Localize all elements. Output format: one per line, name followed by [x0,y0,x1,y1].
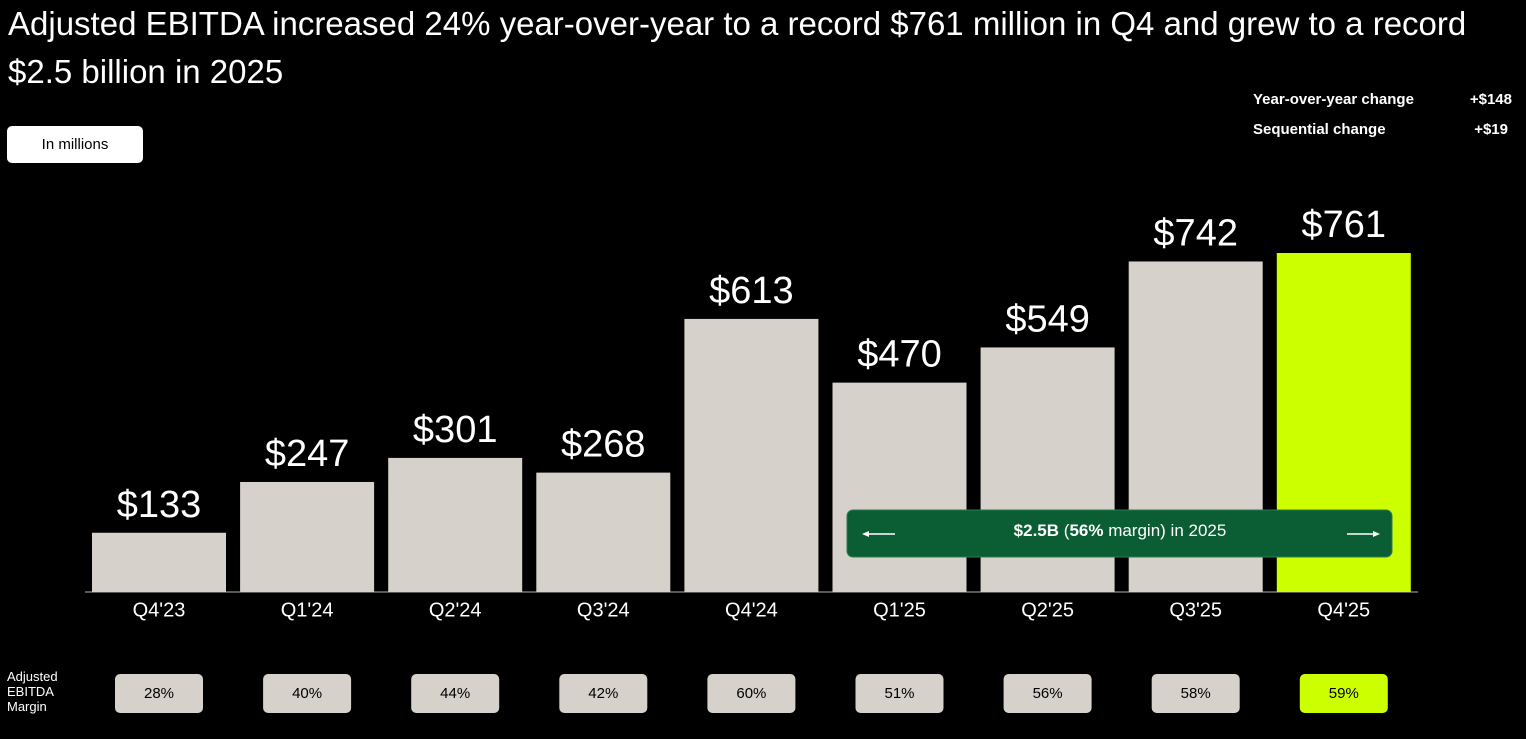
value-label: $470 [857,334,942,376]
margin-box [855,674,944,713]
margin-label: 56% [1033,685,1063,702]
margin-label: 28% [144,685,174,702]
stat-row: Sequential change +$19 [1253,121,1508,138]
annotation-part: 56% [1069,521,1103,540]
arrow-head [1373,531,1380,537]
value-label: $247 [265,433,350,475]
margin-box [707,674,796,713]
x-tick-label: Q2'24 [429,599,482,621]
margin-label: 44% [440,685,470,702]
value-label: $268 [561,424,646,466]
x-tick-label: Q2'25 [1021,599,1074,621]
bar [92,532,226,592]
x-tick-label: Q1'25 [873,599,926,621]
value-label: $613 [709,270,794,312]
margin-box [263,674,352,713]
x-tick-label: Q3'24 [577,599,630,621]
margin-label: Adjusted EBITDA Margin [7,669,58,714]
annotation-part: $2.5B [1014,521,1059,540]
x-tick-label: Q3'25 [1169,599,1222,621]
margin-box [559,674,648,713]
arrow-head [862,531,869,537]
margin-box [411,674,500,713]
stat-label: Sequential change [1253,121,1386,138]
annotation-box [846,509,1393,558]
stat-row: Year-over-year change +$148 [1253,91,1512,108]
bar [240,481,375,592]
value-label: $301 [413,409,498,451]
stat-value: +$148 [1469,91,1512,108]
margin-label: 40% [292,685,322,702]
margin-box [1299,674,1388,713]
stat-label: Year-over-year change [1253,91,1414,108]
bar [684,318,819,592]
margin-box [115,674,203,713]
margin-label: 60% [736,685,766,702]
margin-label: 51% [884,685,914,702]
value-label: $549 [1005,298,1090,340]
title: Adjusted EBITDA increased 24% year-over-… [8,5,1467,90]
x-tick-label: Q4'23 [133,599,186,621]
value-label: $761 [1302,204,1387,246]
margin-label: 58% [1181,685,1211,702]
unit-badge: In millions [7,126,143,163]
x-tick-label: Q4'25 [1317,599,1370,621]
annotation-part: ( [1059,521,1070,540]
margin-box [1151,674,1240,713]
bar [388,457,523,592]
value-label: $133 [117,484,202,526]
margin-box [1003,674,1092,713]
bar [832,382,967,592]
arrows [862,531,1380,537]
value-label: $742 [1153,212,1238,254]
stat-value: +$19 [1474,121,1508,138]
margin-label: 59% [1329,685,1359,702]
x-tick-label: Q4'24 [725,599,778,621]
margin-label: 42% [588,685,618,702]
x-tick-label: Q1'24 [281,599,334,621]
annotation: $2.5B (56% margin) in 2025 [1014,521,1227,540]
annotation-part: margin) in 2025 [1103,521,1226,540]
bar [536,472,671,592]
